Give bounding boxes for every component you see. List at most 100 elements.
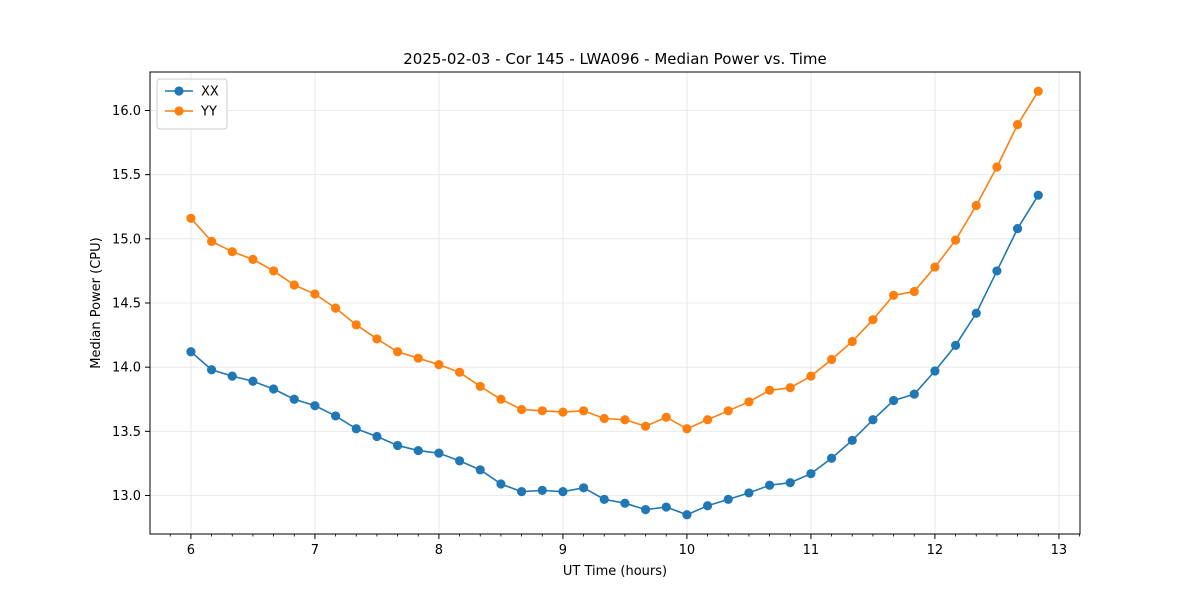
data-point-xx (289, 394, 299, 404)
x-tick-label: 9 (559, 543, 567, 558)
legend-label-xx: XX (201, 85, 219, 100)
data-point-xx (888, 395, 899, 406)
data-point-yy (289, 280, 299, 290)
y-tick-label: 14.0 (112, 361, 141, 376)
data-point-yy (930, 262, 940, 272)
data-point-yy (971, 200, 981, 211)
data-point-yy (806, 371, 816, 381)
x-tick-label: 12 (927, 543, 944, 558)
y-tick-label: 16.0 (112, 104, 141, 119)
data-point-yy (640, 421, 651, 431)
data-point-yy (310, 289, 320, 299)
data-point-xx (537, 485, 547, 495)
data-point-xx (248, 376, 258, 386)
data-point-xx (268, 384, 279, 394)
data-point-xx (330, 411, 341, 421)
data-point-xx (413, 445, 423, 456)
data-point-yy (454, 367, 465, 377)
data-point-xx (186, 347, 196, 357)
data-point-yy (330, 303, 341, 313)
data-point-xx (950, 340, 961, 350)
data-point-xx (392, 440, 403, 451)
data-point-xx (475, 465, 485, 475)
axes: 6 7 8 9 10 11 12 13 13.0 13.5 14.0 14.5 15.0 15.5 16.0 (112, 71, 1081, 558)
data-point-xx (1033, 190, 1043, 200)
x-tick-label: 7 (311, 543, 319, 558)
data-point-yy (992, 162, 1002, 172)
legend-label-yy: YY (200, 105, 217, 120)
data-point-xx (558, 487, 568, 497)
grid (150, 72, 1080, 534)
data-point-yy (578, 406, 589, 416)
data-point-yy (909, 286, 919, 297)
y-tick-label: 14.5 (112, 297, 141, 312)
y-tick-label: 13.0 (112, 489, 141, 504)
data-point-xx (620, 498, 630, 508)
legend-marker-xx (174, 86, 184, 96)
data-point-xx (206, 365, 217, 375)
data-point-yy (682, 424, 692, 434)
data-point-yy (785, 383, 795, 393)
chart-title: 2025-02-03 - Cor 145 - LWA096 - Median P… (403, 50, 827, 68)
data-point-xx (372, 431, 382, 442)
data-point-yy (206, 236, 217, 246)
data-point-yy (372, 334, 382, 344)
data-point-yy (702, 415, 713, 425)
data-point-yy (723, 406, 733, 416)
legend: XX YY (156, 78, 228, 130)
data-point-xx (682, 510, 692, 520)
legend-marker-yy (174, 106, 184, 116)
data-point-yy (826, 354, 837, 365)
data-point-yy (599, 413, 609, 424)
x-tick-label: 11 (803, 543, 820, 558)
data-point-yy (888, 290, 899, 300)
x-tick-label: 6 (187, 543, 195, 558)
data-point-yy (186, 213, 196, 223)
data-point-xx (930, 366, 940, 376)
data-point-xx (868, 415, 878, 425)
data-point-xx (640, 505, 651, 515)
data-point-yy (868, 315, 878, 325)
data-point-yy (558, 407, 568, 417)
y-axis-label: Median Power (CPU) (89, 237, 104, 368)
data-point-xx (496, 479, 506, 489)
data-point-yy (475, 381, 485, 392)
data-point-xx (971, 308, 981, 318)
data-point-xx (764, 480, 775, 490)
data-point-xx (723, 494, 733, 504)
data-point-xx (434, 448, 444, 458)
data-point-xx (847, 435, 857, 445)
x-tick-label: 10 (679, 543, 696, 558)
data-point-yy (1033, 86, 1043, 96)
data-point-yy (744, 397, 754, 407)
data-point-yy (351, 320, 361, 330)
data-point-xx (1012, 223, 1023, 234)
data-point-yy (1012, 120, 1023, 130)
data-point-xx (909, 389, 919, 399)
data-point-xx (516, 487, 527, 497)
data-point-yy (268, 266, 279, 276)
data-point-yy (537, 406, 547, 416)
data-point-yy (950, 235, 961, 245)
y-tick-label: 15.0 (112, 232, 141, 247)
data-point-xx (806, 469, 816, 479)
data-point-xx (702, 501, 713, 511)
data-point-xx (992, 266, 1002, 276)
data-point-xx (661, 502, 671, 512)
data-point-xx (744, 488, 754, 498)
x-tick-label: 13 (1051, 543, 1068, 558)
data-point-yy (392, 347, 403, 357)
data-point-xx (227, 371, 237, 381)
x-tick-label: 8 (435, 543, 443, 558)
data-point-xx (351, 424, 361, 434)
data-point-yy (620, 415, 630, 425)
data-point-yy (227, 247, 237, 257)
data-point-xx (454, 456, 465, 466)
y-tick-label: 15.5 (112, 168, 141, 183)
data-point-yy (847, 336, 857, 347)
data-point-yy (248, 254, 258, 264)
data-point-yy (764, 385, 775, 395)
plot-area (186, 86, 1043, 520)
data-point-yy (434, 360, 444, 370)
